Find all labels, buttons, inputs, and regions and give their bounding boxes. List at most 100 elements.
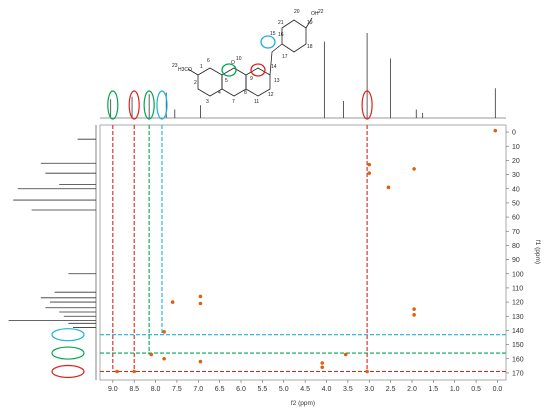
hydroxyl-label: OH bbox=[311, 11, 319, 17]
atom-number-17: 17 bbox=[282, 54, 288, 60]
cross-peak bbox=[343, 352, 348, 357]
atom-number-5: 5 bbox=[225, 78, 228, 84]
cross-peak bbox=[365, 369, 369, 374]
x-tick-label: 7.0 bbox=[193, 386, 203, 393]
atom-number-20: 20 bbox=[294, 9, 300, 15]
side-marker-ellipse bbox=[51, 328, 85, 342]
y-tick-label: 170 bbox=[512, 370, 524, 377]
x-tick-label: 1.5 bbox=[428, 386, 438, 393]
atom-number-13: 13 bbox=[274, 78, 280, 84]
atom-number-14: 14 bbox=[271, 64, 277, 70]
y-tick-label: 160 bbox=[512, 356, 524, 363]
y-axis-title: f1 (ppm) bbox=[534, 240, 541, 264]
y-axis: 0 10 20 30 40 50 60 70 80 90 100 110 120 130 140 150 160… bbox=[506, 130, 524, 377]
y-tick-label: 0 bbox=[512, 130, 516, 137]
atom-number-2: 2 bbox=[194, 80, 197, 86]
correlation-lines bbox=[100, 125, 506, 373]
ring-oxygen-label: O bbox=[231, 60, 235, 66]
x-tick-label: 2.0 bbox=[407, 386, 417, 393]
cross-peak bbox=[198, 294, 203, 299]
highlight-c9 bbox=[250, 63, 266, 77]
y-tick-label: 110 bbox=[512, 285, 523, 292]
cross-peak bbox=[412, 167, 416, 171]
ring-c bbox=[245, 67, 271, 97]
methoxy-label: H3CO bbox=[178, 67, 192, 73]
x-tick-label: 2.5 bbox=[386, 386, 396, 393]
cross-peak bbox=[198, 301, 203, 306]
x-tick-label: 7.5 bbox=[172, 386, 182, 393]
ring-d bbox=[281, 19, 307, 53]
y-tick-label: 80 bbox=[512, 243, 520, 250]
cross-peak bbox=[149, 352, 154, 357]
x-axis-title: f2 (ppm) bbox=[291, 400, 315, 407]
cross-peak bbox=[367, 162, 372, 167]
y-tick-label: 50 bbox=[512, 200, 520, 207]
side-marker-ellipse bbox=[51, 346, 85, 360]
x-tick-label: 6.0 bbox=[236, 386, 246, 393]
cross-peak bbox=[412, 313, 416, 317]
y-tick-label: 90 bbox=[512, 257, 520, 264]
top-marker-ellipse bbox=[128, 90, 140, 120]
y-tick-label: 100 bbox=[512, 271, 524, 278]
cross-peak bbox=[132, 369, 136, 374]
y-tick-label: 70 bbox=[512, 229, 520, 236]
y-tick-label: 30 bbox=[512, 172, 520, 179]
y-tick-label: 150 bbox=[512, 342, 524, 349]
x-tick-label: 4.5 bbox=[300, 386, 310, 393]
atom-number-21: 21 bbox=[278, 20, 284, 26]
cross-peak bbox=[170, 300, 175, 304]
cross-peak bbox=[162, 356, 166, 361]
atom-number-10: 10 bbox=[236, 56, 242, 62]
cross-peak bbox=[162, 330, 166, 334]
side-marker-ellipse bbox=[51, 364, 85, 379]
cross-peak bbox=[367, 171, 372, 175]
atom-number-18: 18 bbox=[307, 44, 313, 50]
x-tick-label: 4.0 bbox=[322, 386, 332, 393]
highlight-c5 bbox=[221, 63, 237, 77]
exo-bond-2 bbox=[271, 43, 283, 53]
x-tick-label: 3.0 bbox=[364, 386, 374, 393]
x-tick-label: 5.5 bbox=[258, 386, 268, 393]
plot-frame bbox=[99, 124, 507, 381]
oh-bond bbox=[305, 17, 313, 29]
highlight-c15 bbox=[260, 35, 276, 49]
atom-number-12: 12 bbox=[268, 92, 274, 98]
x-tick-label: 8.5 bbox=[129, 386, 139, 393]
atom-number-22: 22 bbox=[318, 9, 324, 15]
cross-peak bbox=[198, 359, 203, 364]
atom-number-15: 15 bbox=[270, 31, 276, 37]
x-tick-label: 0.0 bbox=[493, 386, 503, 393]
top-marker-ellipse bbox=[361, 90, 373, 120]
top-marker-ellipse bbox=[143, 90, 155, 120]
x-tick-label: 9.0 bbox=[108, 386, 118, 393]
x-axis: 9.0 8.5 8.0 7.5 7.0 6.5 6.0 5.5 5.0 4.5 4.0 3.5 3.0 2… bbox=[108, 380, 502, 393]
x-tick-label: 5.0 bbox=[279, 386, 289, 393]
atom-number-9: 9 bbox=[250, 76, 253, 82]
top-marker-ellipse bbox=[156, 90, 168, 120]
atom-number-6: 6 bbox=[207, 58, 210, 64]
y-tick-label: 20 bbox=[512, 158, 520, 165]
x-tick-label: 1.0 bbox=[450, 386, 460, 393]
y-tick-label: 40 bbox=[512, 186, 520, 193]
x-tick-label: 6.5 bbox=[215, 386, 225, 393]
atom-number-7: 7 bbox=[232, 99, 235, 105]
atom-number-11: 11 bbox=[254, 99, 259, 105]
exo-bond bbox=[269, 51, 273, 76]
top-marker-ellipse bbox=[107, 90, 119, 120]
x-tick-label: 3.5 bbox=[343, 386, 353, 393]
cross-peak bbox=[386, 185, 391, 190]
y-tick-label: 120 bbox=[512, 300, 524, 307]
atom-number-8: 8 bbox=[244, 90, 247, 96]
cross-peak bbox=[412, 307, 416, 311]
atom-number-1: 1 bbox=[200, 64, 203, 70]
cross-peak bbox=[320, 365, 325, 370]
atom-number-3: 3 bbox=[206, 99, 209, 105]
x-tick-label: 8.0 bbox=[151, 386, 161, 393]
cross-peak bbox=[115, 369, 119, 374]
y-tick-label: 60 bbox=[512, 215, 520, 222]
methoxy-bond bbox=[187, 68, 199, 76]
marker-ellipses bbox=[51, 90, 373, 379]
methoxy-number: 23 bbox=[172, 63, 178, 69]
